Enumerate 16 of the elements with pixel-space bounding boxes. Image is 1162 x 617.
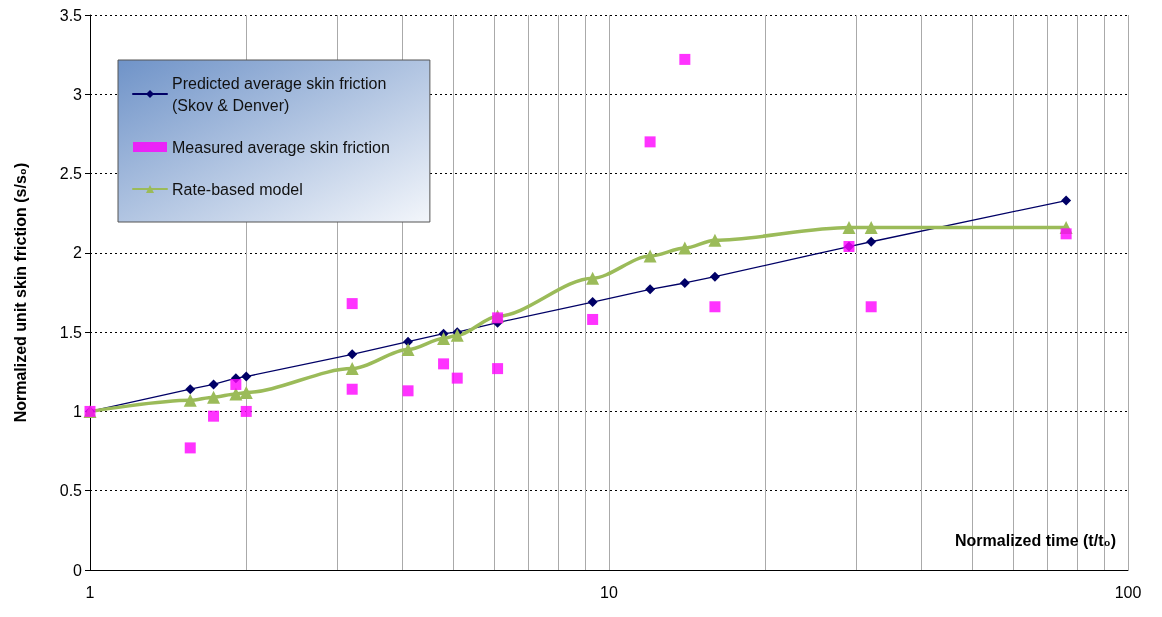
y-tick-label: 3 bbox=[73, 85, 83, 103]
legend-label: Measured average skin friction bbox=[172, 138, 390, 156]
y-tick-label: 1.5 bbox=[59, 323, 83, 341]
legend-label: Rate-based model bbox=[172, 180, 303, 198]
y-axis-title: Normalized unit skin friction (s/s₀) bbox=[11, 162, 29, 423]
y-tick-label: 3.5 bbox=[59, 6, 83, 24]
x-tick-label: 100 bbox=[1114, 583, 1142, 601]
x-tick-label: 10 bbox=[600, 583, 618, 601]
x-tick-label: 1 bbox=[85, 583, 95, 601]
x-axis-title: Normalized time (t/t₀) bbox=[955, 531, 1116, 549]
y-tick-label: 2.5 bbox=[59, 165, 83, 183]
legend-label: Predicted average skin friction (Skov & Denver) bbox=[172, 74, 387, 114]
y-tick-label: 1 bbox=[73, 402, 83, 420]
y-tick-label: 0 bbox=[73, 561, 83, 579]
y-tick-label: 0.5 bbox=[59, 482, 83, 500]
y-tick-label: 2 bbox=[73, 244, 83, 262]
